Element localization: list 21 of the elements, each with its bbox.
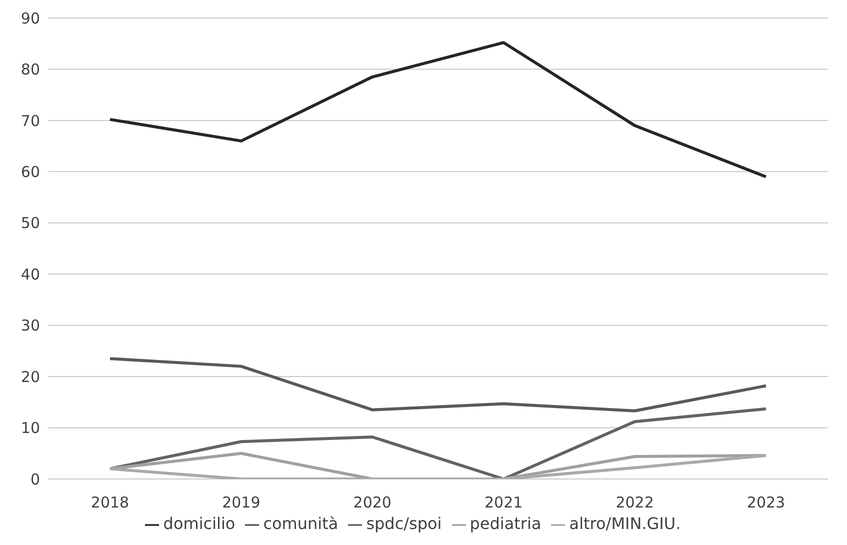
y-tick-label: 40 [20, 265, 40, 284]
y-tick-label: 0 [30, 470, 40, 488]
legend-label: domicilio [163, 514, 236, 533]
legend-label: spdc/spoi [366, 514, 442, 533]
legend-label: altro/MIN.GIU. [569, 514, 681, 533]
x-tick-label: 2018 [90, 494, 130, 512]
y-tick-label: 50 [20, 214, 40, 232]
y-tick-label: 80 [20, 60, 40, 79]
y-tick-label: 90 [20, 9, 40, 28]
x-tick-label: 2019 [222, 494, 260, 512]
x-tick-label: 2022 [616, 494, 654, 512]
y-tick-label: 20 [20, 368, 40, 386]
x-tick-label: 2023 [746, 494, 786, 512]
x-tick-label: 2020 [353, 494, 392, 512]
y-tick-label: 70 [20, 112, 40, 130]
legend-label: comunità [263, 514, 338, 533]
legend-label: pediatria [470, 514, 542, 533]
x-tick-label: 2021 [484, 494, 523, 512]
y-tick-label: 30 [20, 316, 40, 335]
y-tick-label: 60 [20, 162, 40, 181]
y-tick-label: 10 [20, 419, 40, 438]
